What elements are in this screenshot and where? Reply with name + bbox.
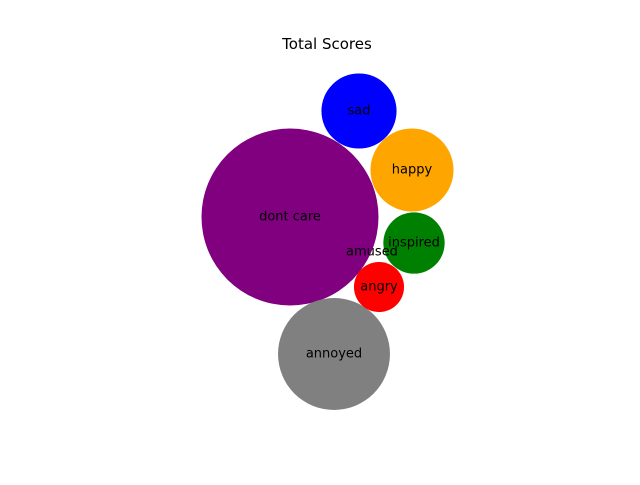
bubble-label-dont-care: dont care bbox=[259, 210, 321, 225]
bubble-dont-care bbox=[201, 128, 379, 306]
bubble-happy bbox=[370, 128, 454, 212]
chart-title: Total Scores bbox=[281, 35, 372, 53]
bubble-label-inspired: inspired bbox=[388, 236, 440, 251]
bubble-label-happy: happy bbox=[392, 163, 433, 178]
bubble-label-amused: amused bbox=[346, 245, 398, 260]
bubble-label-annoyed: annoyed bbox=[306, 347, 362, 362]
bubble-annoyed bbox=[278, 298, 390, 410]
bubble-angry bbox=[353, 261, 405, 313]
bubble-label-sad: sad bbox=[348, 104, 371, 119]
bubble-sad bbox=[321, 73, 397, 149]
bubble-group: dont care annoyed happy sad inspired angry amu… bbox=[201, 73, 454, 410]
bubble-inspired bbox=[383, 212, 445, 274]
bubble-label-angry: angry bbox=[360, 280, 398, 295]
